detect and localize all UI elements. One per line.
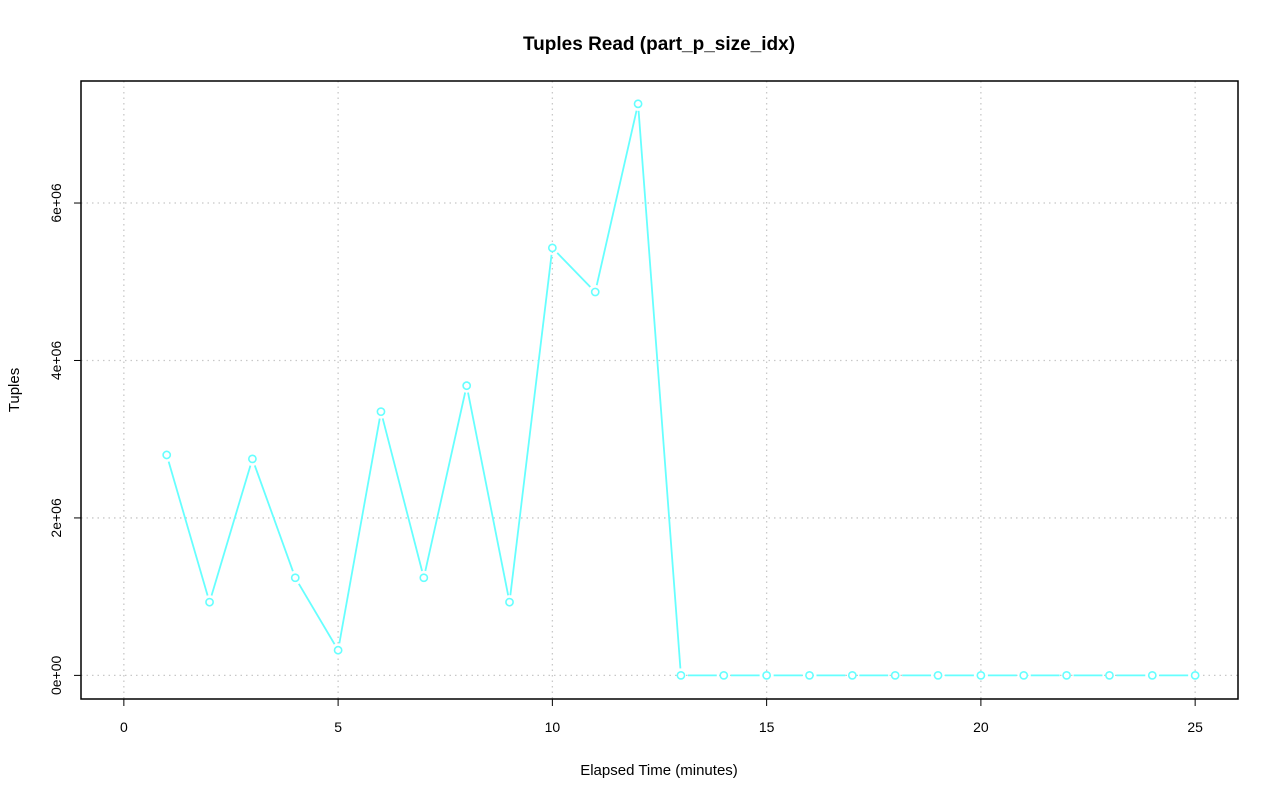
x-tick-label: 15: [759, 719, 775, 735]
data-point: [1190, 670, 1200, 680]
data-point: [205, 597, 214, 607]
data-point: [590, 287, 600, 297]
x-tick-label: 25: [1187, 719, 1203, 735]
data-point: [633, 99, 643, 109]
x-tick-label: 20: [973, 719, 989, 735]
series-line-segment: [637, 110, 682, 669]
data-point: [847, 670, 857, 680]
data-point: [419, 573, 429, 583]
data-point: [890, 670, 900, 680]
data-point: [290, 573, 300, 583]
x-tick-label: 0: [120, 719, 128, 735]
data-point: [462, 381, 472, 391]
series-line-segment: [381, 418, 423, 572]
x-axis: 0 5 10 15 20 25: [120, 698, 1203, 735]
series-line-segment: [298, 583, 336, 645]
y-axis: 0e+00 2e+06 4e+06 6e+06: [48, 183, 82, 696]
series-line-segment: [210, 465, 252, 596]
series-line-segment: [556, 252, 591, 288]
data-point: [805, 670, 814, 680]
x-tick-label: 5: [334, 719, 342, 735]
series-line-segment: [167, 461, 209, 596]
data-point: [719, 670, 729, 680]
data-point: [1062, 670, 1071, 680]
y-tick-label: 2e+06: [48, 498, 64, 538]
series-line-segment: [424, 392, 467, 572]
series-line-segment: [467, 392, 510, 596]
data-point: [333, 645, 343, 655]
x-tick-label: 10: [545, 719, 561, 735]
series-line-segment: [509, 254, 553, 596]
data-point: [976, 670, 986, 680]
grid-lines: [81, 81, 1238, 699]
data-point: [1019, 670, 1029, 680]
series-line-segment: [595, 110, 638, 286]
data-point: [762, 670, 772, 680]
data-point: [162, 450, 172, 460]
chart-title: Tuples Read (part_p_size_idx): [523, 34, 795, 55]
series-line-segment: [253, 465, 294, 572]
data-point: [676, 670, 686, 680]
data-point: [1105, 670, 1114, 680]
y-tick-label: 0e+00: [48, 656, 64, 696]
y-axis-label: Tuples: [6, 368, 23, 412]
data-point: [248, 454, 257, 464]
y-tick-label: 6e+06: [48, 183, 64, 223]
y-tick-label: 4e+06: [48, 341, 64, 381]
data-point: [1147, 670, 1157, 680]
data-point: [505, 597, 514, 607]
series-layer: [162, 99, 1200, 680]
series-line-segment: [338, 418, 381, 644]
data-point: [933, 670, 943, 680]
data-point: [547, 243, 557, 253]
x-axis-label: Elapsed Time (minutes): [580, 762, 738, 779]
data-point: [376, 407, 386, 417]
